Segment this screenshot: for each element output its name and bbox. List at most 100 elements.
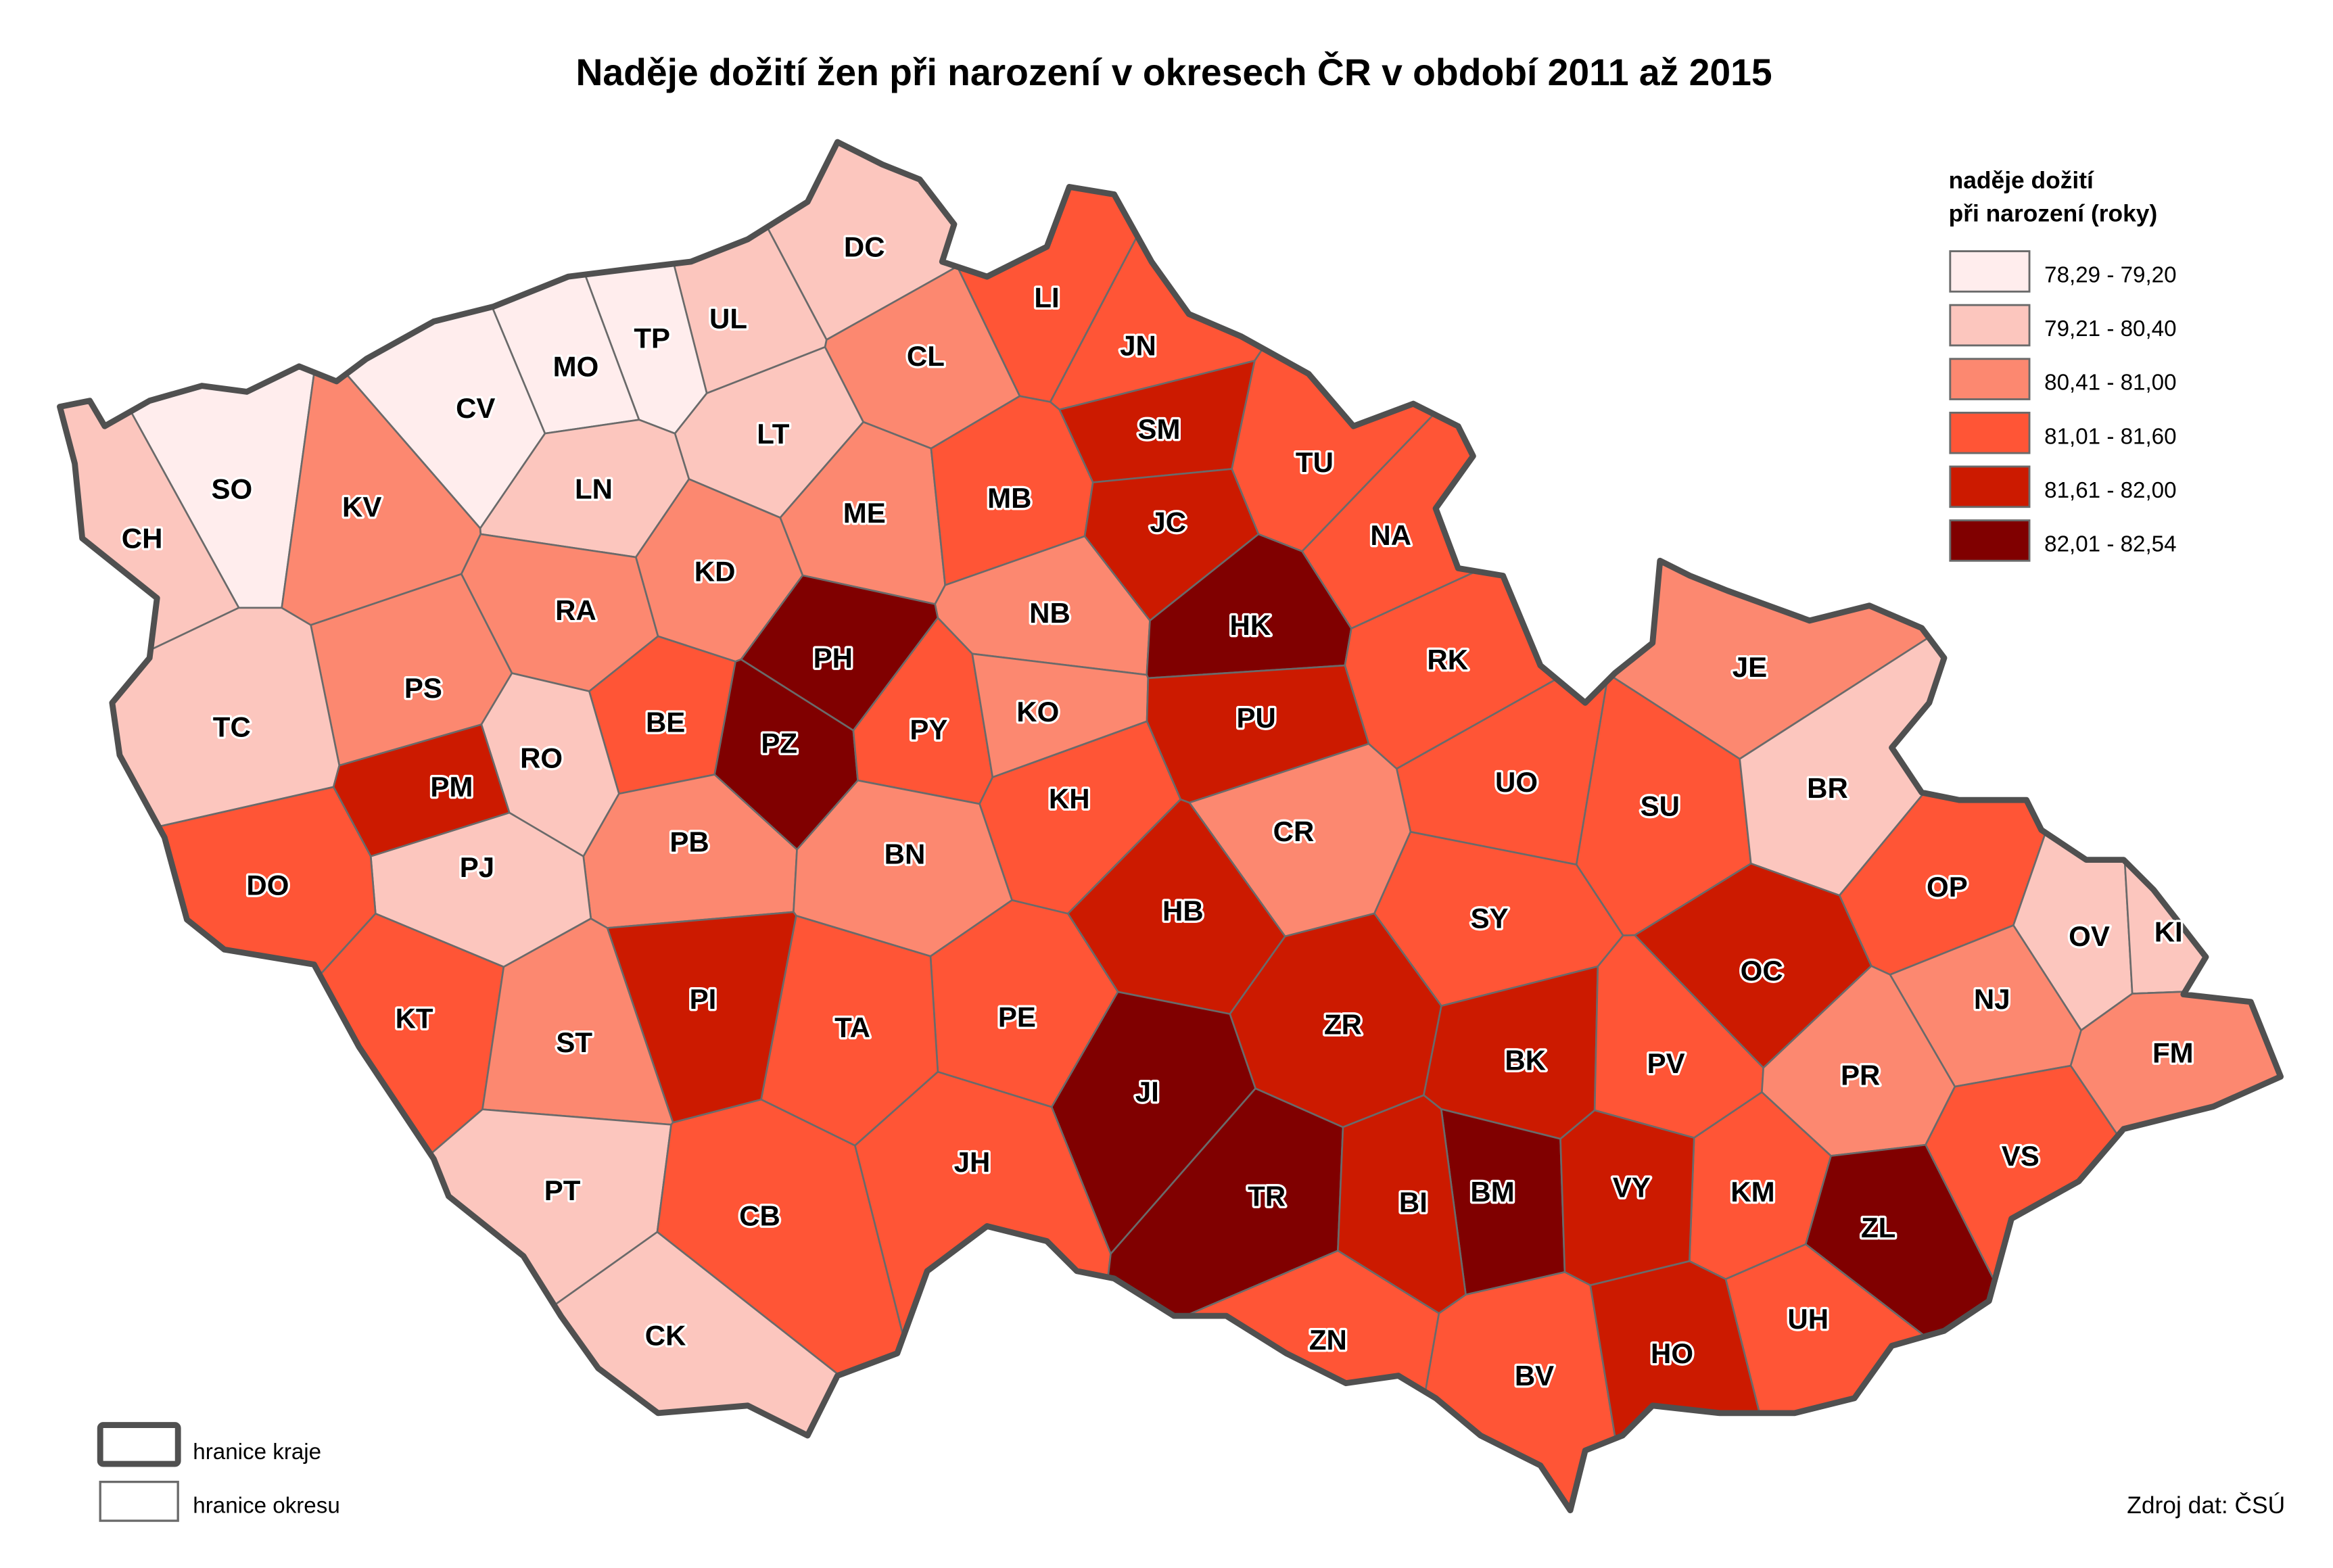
- district-label-je: JE: [1733, 651, 1767, 683]
- district-label-py: PY: [910, 714, 947, 746]
- district-label-mb: MB: [987, 482, 1031, 514]
- district-label-jh: JH: [954, 1146, 991, 1178]
- district-label-bv: BV: [1515, 1360, 1554, 1392]
- district-label-st: ST: [556, 1026, 592, 1058]
- district-label-zl: ZL: [1861, 1212, 1895, 1243]
- district-label-pe: PE: [998, 1001, 1036, 1032]
- district-label-zn: ZN: [1309, 1324, 1347, 1356]
- district-label-ho: HO: [1651, 1337, 1693, 1369]
- district-label-km: KM: [1730, 1176, 1774, 1208]
- district-label-ki: KI: [2154, 916, 2183, 947]
- district-label-tc: TC: [213, 711, 251, 742]
- district-label-jn: JN: [1120, 329, 1156, 361]
- data-source: Zdroj dat: ČSÚ: [2127, 1492, 2285, 1519]
- district-label-hk: HK: [1230, 609, 1271, 641]
- district-label-ov: OV: [2069, 920, 2110, 952]
- legend-swatch-4: [1949, 411, 2031, 454]
- district-label-bk: BK: [1505, 1044, 1546, 1076]
- legend-title-line1: naděje dožití: [1949, 168, 2094, 194]
- district-label-be: BE: [646, 707, 685, 738]
- district-label-ta: TA: [834, 1012, 870, 1043]
- legend-swatch-6: [1949, 519, 2031, 562]
- district-label-do: DO: [246, 870, 289, 901]
- district-label-jc: JC: [1150, 506, 1186, 538]
- district-label-tu: TU: [1296, 446, 1334, 478]
- district-label-pi: PI: [690, 983, 717, 1015]
- border-legend: hranice kraje hranice okresu: [97, 1422, 340, 1522]
- district-label-ro: RO: [520, 742, 563, 774]
- district-label-kd: KD: [694, 555, 736, 587]
- legend-label-5: 81,61 - 82,00: [2044, 478, 2176, 503]
- district-label-bi: BI: [1399, 1187, 1428, 1218]
- district-label-so: SO: [211, 473, 252, 505]
- district-label-pm: PM: [430, 771, 473, 803]
- district-label-pt: PT: [544, 1174, 581, 1206]
- legend-label-3: 80,41 - 81,00: [2044, 371, 2176, 396]
- legend-swatch-5: [1949, 465, 2031, 508]
- legend-swatch-2: [1949, 304, 2031, 347]
- district-label-vy: VY: [1613, 1171, 1651, 1203]
- district-label-pv: PV: [1647, 1047, 1685, 1079]
- legend-label-1: 78,29 - 79,20: [2044, 262, 2176, 287]
- district-label-na: NA: [1370, 519, 1411, 551]
- district-label-li: LI: [1034, 282, 1059, 314]
- district-label-cv: CV: [456, 392, 495, 424]
- district-label-ji: JI: [1135, 1076, 1159, 1108]
- district-labels: DC UL TP MO CV LT CL LI JN SM TU SO KV CH LN ME MB JC NA RA…: [119, 229, 2196, 1394]
- district-label-pr: PR: [1841, 1060, 1880, 1091]
- district-label-fm: FM: [2152, 1037, 2194, 1068]
- legend-label-2: 79,21 - 80,40: [2044, 316, 2176, 341]
- district-label-ko: KO: [1016, 696, 1059, 728]
- district-label-nb: NB: [1029, 597, 1070, 629]
- legend-swatch-1: [1949, 250, 2031, 293]
- district-label-kh: KH: [1049, 782, 1090, 814]
- district-border-swatch: [99, 1480, 179, 1522]
- district-label-uh: UH: [1787, 1303, 1829, 1335]
- district-label-zr: ZR: [1324, 1008, 1362, 1040]
- district-label-uo: UO: [1495, 766, 1538, 798]
- district-label-nj: NJ: [1974, 983, 2010, 1015]
- district-label-br: BR: [1807, 772, 1848, 804]
- district-label-pb: PB: [669, 826, 709, 858]
- district-label-me: ME: [843, 497, 886, 529]
- district-label-oc: OC: [1741, 955, 1783, 987]
- district-label-ch: CH: [122, 523, 163, 554]
- district-label-hb: HB: [1162, 895, 1204, 926]
- legend-swatch-3: [1949, 358, 2031, 400]
- district-label-ln: LN: [575, 473, 613, 505]
- district-label-op: OP: [1927, 871, 1968, 903]
- district-label-ps: PS: [404, 672, 442, 704]
- district-label-tr: TR: [1248, 1181, 1286, 1212]
- district-label-bn: BN: [885, 838, 926, 870]
- district-label-ra: RA: [555, 594, 596, 626]
- district-border-label: hranice okresu: [193, 1494, 339, 1519]
- district-label-vs: VS: [2002, 1140, 2040, 1172]
- district-do: [60, 786, 377, 1330]
- district-label-rk: RK: [1427, 644, 1468, 675]
- district-label-ph: PH: [814, 642, 853, 674]
- value-legend: naděje dožití při narození (roky) 78,29 …: [1949, 168, 2177, 562]
- district-label-sy: SY: [1471, 902, 1509, 934]
- district-label-cr: CR: [1273, 815, 1315, 847]
- map-title: Naděje dožití žen při narození v okresec…: [576, 51, 1772, 93]
- district-label-bm: BM: [1470, 1176, 1514, 1208]
- district-label-ck: CK: [645, 1319, 686, 1351]
- district-label-cl: CL: [907, 340, 945, 372]
- district-label-ul: UL: [709, 303, 747, 335]
- region-border-swatch: [97, 1422, 181, 1467]
- district-label-kt: KT: [396, 1003, 433, 1035]
- district-label-pz: PZ: [761, 728, 797, 759]
- legend-label-4: 81,01 - 81,60: [2044, 424, 2176, 449]
- district-label-cb: CB: [739, 1199, 780, 1231]
- region-border-label: hranice kraje: [193, 1440, 321, 1465]
- legend-title-line2: při narození (roky): [1949, 200, 2158, 227]
- district-fm: [2069, 985, 2281, 1457]
- legend-label-6: 82,01 - 82,54: [2044, 531, 2176, 556]
- district-label-mo: MO: [553, 350, 599, 382]
- district-label-tp: TP: [634, 322, 670, 354]
- district-label-sm: SM: [1137, 413, 1180, 445]
- district-label-kv: KV: [342, 491, 381, 523]
- district-label-dc: DC: [844, 231, 885, 262]
- district-label-su: SU: [1641, 790, 1680, 822]
